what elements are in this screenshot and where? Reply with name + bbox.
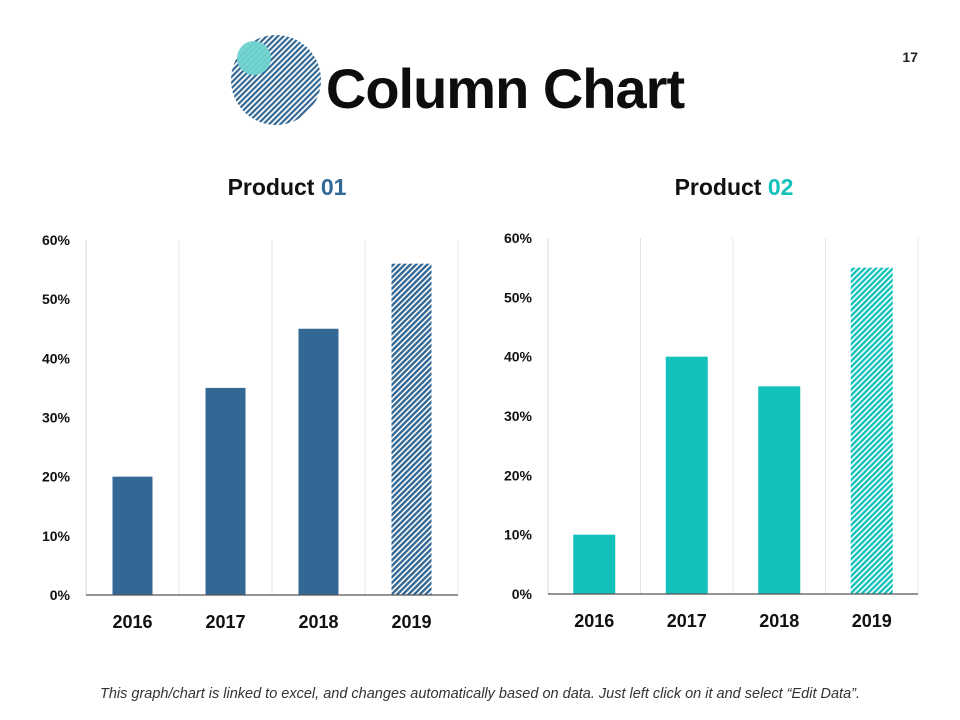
bar-2017 — [665, 356, 708, 594]
y-tick-label: 60% — [42, 232, 71, 248]
x-tick-label: 2019 — [852, 611, 892, 631]
x-tick-label: 2016 — [574, 611, 614, 631]
chart-title-suffix: 02 — [768, 174, 794, 200]
y-tick-label: 0% — [512, 586, 533, 602]
x-tick-label: 2018 — [298, 612, 338, 632]
page-title: Column Chart — [325, 57, 685, 120]
bar-2017 — [205, 387, 246, 595]
y-tick-label: 0% — [50, 587, 71, 603]
teal-circle — [237, 41, 271, 75]
bar-2016 — [573, 534, 616, 594]
y-tick-label: 10% — [504, 527, 533, 543]
y-tick-label: 40% — [504, 349, 533, 365]
chart-title-prefix: Product — [228, 174, 321, 200]
x-tick-label: 2018 — [759, 611, 799, 631]
x-tick-label: 2019 — [391, 612, 431, 632]
chart-product-2: Product 02 0% 10% 20% 30% 40% 50% 60% 2016 2017 20… — [504, 174, 919, 631]
decorative-circles — [231, 35, 321, 125]
y-tick-label: 60% — [504, 230, 533, 246]
y-tick-label: 20% — [504, 467, 533, 483]
y-tick-label: 40% — [42, 350, 71, 366]
chart-title-suffix: 01 — [321, 174, 347, 200]
bar-2016 — [112, 476, 153, 595]
x-tick-label: 2016 — [112, 612, 152, 632]
bar-2018 — [758, 386, 801, 594]
chart-title: Product 02 — [675, 174, 794, 200]
y-tick-label: 30% — [42, 410, 71, 426]
bar-2019 — [391, 263, 432, 595]
footer-note: This graph/chart is linked to excel, and… — [99, 686, 861, 702]
y-tick-label: 30% — [504, 408, 533, 424]
chart-title-prefix: Product — [675, 174, 768, 200]
chart-product-1: Product 01 0% 10% 20% 30% 40% 50% 60% 2016 2017 20… — [42, 174, 459, 632]
y-tick-label: 10% — [42, 528, 71, 544]
y-tick-label: 50% — [42, 291, 71, 307]
chart-title: Product 01 — [228, 174, 347, 200]
y-tick-label: 50% — [504, 289, 533, 305]
bar-2018 — [298, 328, 339, 595]
x-tick-label: 2017 — [667, 611, 707, 631]
x-tick-label: 2017 — [205, 612, 245, 632]
slide-number: 17 — [902, 49, 918, 65]
y-tick-label: 20% — [42, 469, 71, 485]
bar-2019 — [850, 267, 893, 594]
